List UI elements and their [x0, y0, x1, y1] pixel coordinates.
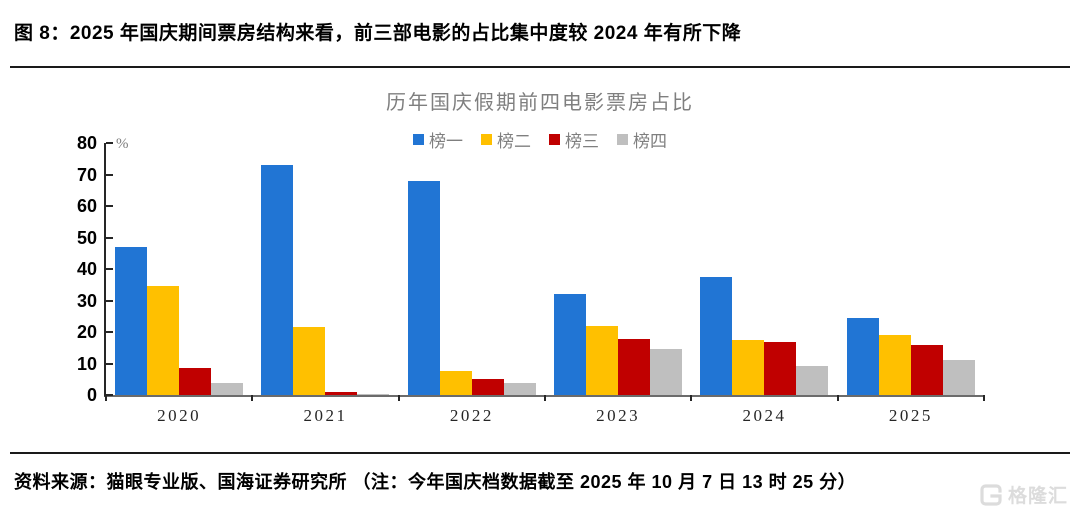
legend-label: 榜一: [429, 132, 463, 151]
y-axis-tick: [106, 362, 113, 365]
chart-title: 历年国庆假期前四电影票房占比: [386, 92, 694, 114]
x-axis-tick: [690, 395, 693, 401]
legend-label: 榜三: [565, 132, 599, 151]
source-note: 资料来源：猫眼专业版、国海证券研究所 （注：今年国庆档数据截至 2025 年 1…: [14, 472, 857, 492]
y-axis-tick: [106, 394, 113, 396]
bar-榜四-2022: [503, 383, 536, 395]
bar-榜二-2025: [878, 335, 911, 395]
bar-榜一-2022: [407, 180, 440, 395]
x-axis-label: 2024: [742, 406, 787, 425]
bar-榜一-2025: [846, 317, 879, 395]
bar-榜三-2022: [471, 379, 504, 395]
bar-榜三-2021: [325, 392, 358, 395]
top-divider: [10, 66, 1070, 68]
bar-榜三-2023: [618, 338, 651, 395]
legend-swatch-icon: [549, 134, 560, 145]
y-axis-tick: [106, 142, 113, 144]
bar-榜四-2020: [211, 383, 244, 395]
bar-group-2024: [691, 143, 837, 395]
bar-chart-plot-area: % 0 10 20 30 40 50 60 70 80 2020 2021 2022 2023 2024 2…: [77, 133, 985, 425]
bar-榜二-2020: [147, 286, 180, 395]
bar-group-2023: [545, 143, 691, 395]
y-axis-unit-label: %: [116, 136, 129, 152]
x-axis-label: 2023: [596, 406, 641, 425]
x-axis-tick: [983, 395, 985, 401]
y-axis-label: 10: [76, 353, 97, 374]
legend-label: 榜二: [497, 132, 531, 151]
gelonghui-logo-icon: [979, 483, 1003, 507]
y-axis-label: 30: [76, 290, 97, 311]
legend-swatch-icon: [413, 134, 424, 145]
y-axis-tick: [106, 268, 113, 270]
y-axis-label: 50: [76, 227, 97, 248]
legend-item-榜三: 榜三: [549, 127, 599, 152]
y-axis-label: 70: [76, 164, 97, 185]
y-axis-label: 0: [86, 385, 97, 405]
x-axis-tick: [105, 395, 107, 401]
bar-榜四-2021: [357, 393, 390, 395]
y-axis-label: 20: [76, 322, 97, 342]
x-axis-tick: [397, 395, 400, 401]
x-axis-label: 2021: [303, 406, 348, 425]
legend-item-榜四: 榜四: [617, 127, 667, 152]
x-axis-label: 2025: [888, 406, 933, 425]
bar-榜二-2023: [586, 325, 619, 395]
bar-榜一-2020: [115, 246, 148, 395]
bar-榜四-2024: [796, 365, 829, 395]
legend-label: 榜四: [633, 132, 667, 151]
bar-榜三-2024: [764, 342, 797, 395]
legend-item-榜二: 榜二: [481, 127, 531, 152]
y-axis-tick: [106, 299, 113, 302]
bar-榜一-2024: [700, 276, 733, 395]
legend-swatch-icon: [481, 134, 492, 145]
bar-榜四-2023: [650, 349, 683, 395]
bar-榜三-2020: [179, 367, 212, 395]
y-axis-tick: [106, 331, 113, 333]
y-axis-tick: [106, 205, 113, 207]
x-axis-tick: [544, 395, 546, 401]
y-axis-label: 40: [76, 259, 97, 279]
bar-榜四-2025: [942, 359, 975, 395]
legend-item-榜一: 榜一: [413, 127, 463, 152]
bar-榜二-2021: [293, 327, 326, 395]
y-axis-tick: [106, 173, 113, 176]
x-axis-tick: [251, 395, 254, 401]
y-axis-label: 60: [76, 196, 97, 216]
bar-group-2022: [399, 143, 545, 395]
bottom-divider: [10, 452, 1070, 454]
x-axis-label: 2022: [449, 406, 494, 425]
bar-榜三-2025: [910, 344, 943, 395]
bar-group-2020: [106, 143, 252, 395]
figure-caption: 图 8：2025 年国庆期间票房结构来看，前三部电影的占比集中度较 2024 年…: [14, 23, 742, 44]
chart-legend: 榜一 榜二 榜三 榜四: [0, 127, 1080, 152]
x-axis-tick: [836, 395, 839, 401]
gelonghui-logo: 格隆汇: [979, 481, 1068, 508]
gelonghui-logo-text: 格隆汇: [1007, 486, 1068, 507]
legend-swatch-icon: [617, 134, 628, 145]
y-axis-label: 80: [76, 133, 97, 153]
bar-group-2021: [252, 143, 398, 395]
bar-榜一-2021: [261, 165, 294, 395]
bar-榜二-2022: [439, 371, 472, 395]
bar-group-2025: [838, 143, 984, 395]
bar-榜二-2024: [732, 339, 765, 395]
y-axis-tick: [106, 236, 113, 239]
bar-榜一-2023: [554, 294, 587, 395]
x-axis-label: 2020: [157, 406, 202, 425]
